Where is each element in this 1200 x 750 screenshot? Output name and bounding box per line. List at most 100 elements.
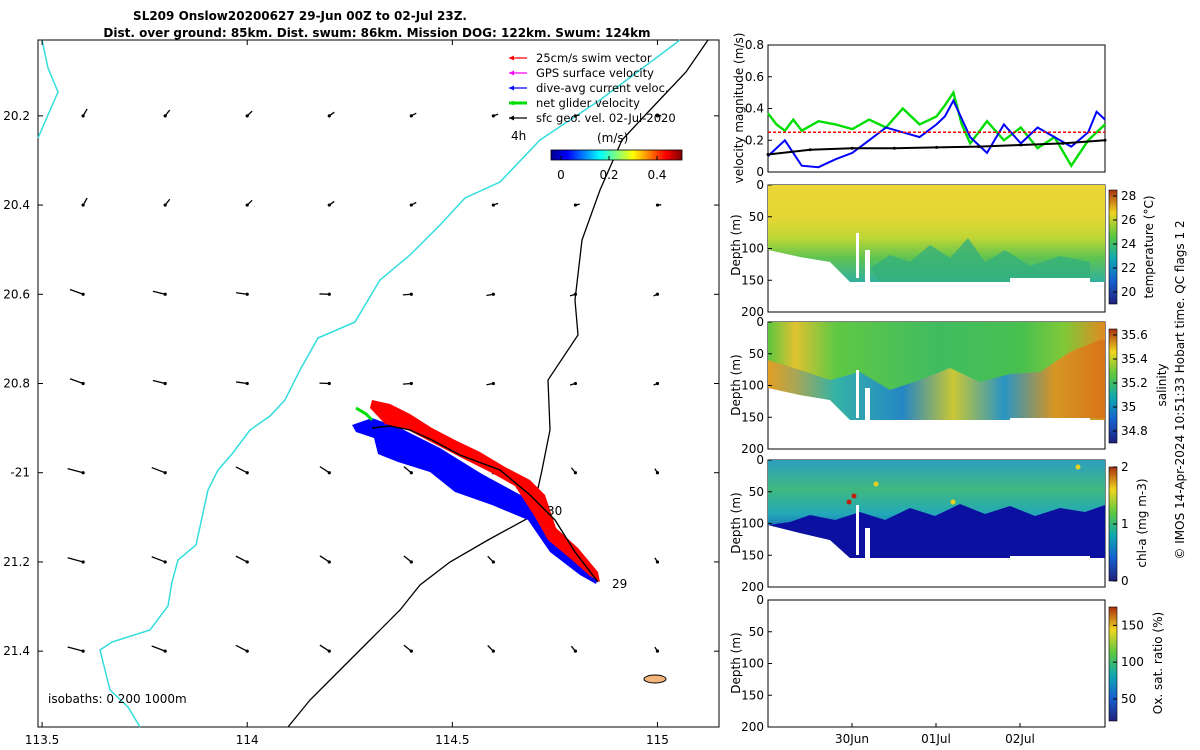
speed-colorbar-ticks: 0 0.2 0.4 bbox=[557, 156, 667, 182]
surface-vector-head bbox=[655, 292, 660, 296]
depth-tick-label: 50 bbox=[749, 485, 764, 499]
map-y-tick-label: 20.6 bbox=[3, 287, 30, 301]
surface-vector-head bbox=[163, 292, 167, 296]
legend-label: GPS surface velocity bbox=[536, 66, 654, 80]
salinity-panel: 0 50 100 150 200 Depth (m) 34.8 35 35.2 35.4 35.… bbox=[729, 315, 1169, 456]
coastline bbox=[37, 39, 59, 139]
surface-vector-head bbox=[245, 381, 249, 386]
depth-tick-label: 0 bbox=[756, 315, 764, 329]
salinity-colorbar-ticks: 34.8 35 35.2 35.4 35.6 bbox=[1113, 328, 1148, 438]
map-panel: 30 29 isobaths: 0 200 1000m 113.5 114 114.… bbox=[3, 39, 720, 747]
surface-vector-arrow bbox=[319, 555, 330, 563]
time-x-axis: 30Jun 01Jul 02Jul bbox=[835, 723, 1035, 746]
salinity-data-gap bbox=[856, 370, 859, 418]
colorbar-tick-label: 24 bbox=[1121, 237, 1136, 251]
colorbar-tick-label: 28 bbox=[1121, 189, 1136, 203]
surface-vector-head bbox=[491, 203, 495, 207]
colorbar-unit: (m/s) bbox=[597, 131, 628, 145]
surface-vector-head bbox=[245, 203, 249, 207]
map-y-tick-label: 20.4 bbox=[3, 198, 30, 212]
map-y-axis: 20.2 20.4 20.6 20.8 -21 21.2 21.4 bbox=[3, 109, 719, 658]
surface-vector-head bbox=[409, 560, 413, 564]
surface-vector-head bbox=[409, 292, 413, 296]
oxygen-y-axis: 0 50 100 150 200 bbox=[741, 593, 772, 734]
chlorophyll-deep-layer bbox=[768, 504, 1105, 558]
temperature-data-gap bbox=[856, 233, 859, 278]
time-tick-label: 30Jun bbox=[835, 732, 869, 746]
depth-tick-label: 150 bbox=[741, 548, 764, 562]
temperature-ylabel: Depth (m) bbox=[729, 214, 743, 275]
chlorophyll-colorbar-ticks: 0 1 2 bbox=[1113, 460, 1129, 588]
colorbar-tick-label: 2 bbox=[1121, 460, 1129, 474]
depth-tick-label: 200 bbox=[741, 442, 764, 456]
colorbar-tick-label: 1 bbox=[1121, 517, 1129, 531]
title-line-1: SL209 Onslow20200627 29-Jun 00Z to 02-Ju… bbox=[133, 9, 467, 23]
depth-tick-label: 100 bbox=[741, 242, 764, 256]
temperature-colorbar-label: temperature (°C) bbox=[1142, 196, 1156, 299]
chlorophyll-data-gap bbox=[856, 505, 859, 555]
surface-vector-head bbox=[409, 114, 413, 118]
colorbar-tick-label: 50 bbox=[1121, 692, 1136, 706]
depth-tick-label: 0 bbox=[756, 453, 764, 467]
chlorophyll-high-spot bbox=[873, 481, 879, 487]
salinity-y-axis: 0 50 100 150 200 bbox=[741, 315, 772, 456]
velocity-point bbox=[1019, 143, 1023, 147]
temperature-colorbar bbox=[1108, 189, 1118, 305]
legend-label: dive-avg current veloc. bbox=[536, 81, 669, 95]
velocity-point bbox=[1061, 141, 1065, 145]
surface-vector-head bbox=[655, 381, 660, 386]
surface-vector-arrow bbox=[235, 555, 248, 563]
depth-tick-label: 100 bbox=[741, 517, 764, 531]
surface-vector-head bbox=[81, 471, 85, 475]
oxygen-colorbar-label: Ox. sat. ratio (%) bbox=[1151, 612, 1165, 714]
isobaths-label: isobaths: 0 200 1000m bbox=[48, 692, 187, 706]
depth-tick-label: 50 bbox=[749, 347, 764, 361]
map-y-tick-label: 21.2 bbox=[3, 555, 30, 569]
surface-vector-arrow bbox=[67, 557, 84, 563]
chlorophyll-high-spot bbox=[1075, 464, 1081, 470]
surface-vector-head bbox=[245, 292, 249, 296]
colorbar-tick-label: 20 bbox=[1121, 285, 1136, 299]
chlorophyll-y-axis: 0 50 100 150 200 bbox=[741, 453, 772, 594]
colorbar-tick-label: 34.8 bbox=[1121, 424, 1148, 438]
velocity-ylabel: velocity magnitude (m/s) bbox=[732, 33, 746, 184]
surface-vector-head bbox=[327, 114, 331, 118]
velocity-point bbox=[1103, 138, 1107, 142]
surface-vector-head bbox=[163, 471, 167, 475]
depth-tick-label: 0 bbox=[756, 593, 764, 607]
track-label-29: 29 bbox=[612, 577, 627, 591]
surface-vector-arrow bbox=[151, 556, 166, 563]
current-vector-patch bbox=[352, 418, 598, 584]
salinity-deep-layer bbox=[768, 340, 1105, 420]
map-x-tick-label: 114.5 bbox=[435, 733, 469, 747]
surface-vector-arrow bbox=[236, 381, 248, 385]
surface-vector-head bbox=[655, 203, 660, 207]
surface-vector-arrow bbox=[67, 467, 84, 474]
legend-swatch-head bbox=[509, 85, 514, 91]
surface-vector-arrow bbox=[236, 292, 248, 295]
chlorophyll-high-spot bbox=[950, 499, 956, 505]
velocity-point bbox=[892, 146, 896, 150]
velocity-point bbox=[977, 145, 981, 149]
surface-vector-head bbox=[327, 292, 331, 296]
colorbar-tick-label: 22 bbox=[1121, 261, 1136, 275]
surface-vector-arrow bbox=[69, 378, 84, 385]
swim-vector-patch bbox=[370, 400, 600, 582]
velocity-series-line bbox=[767, 98, 1106, 169]
title-line-2: Dist. over ground: 85km. Dist. swum: 86k… bbox=[103, 26, 650, 40]
salinity-colorbar bbox=[1108, 328, 1118, 444]
oxygen-axes-box bbox=[767, 599, 1106, 728]
track-label-30: 30 bbox=[547, 504, 562, 518]
legend-swatch-head bbox=[509, 115, 514, 121]
velocity-point bbox=[808, 148, 812, 152]
depth-tick-label: 200 bbox=[741, 580, 764, 594]
surface-vector-arrow bbox=[319, 466, 330, 474]
surface-vector-arrow bbox=[152, 290, 166, 295]
surface-vector-head bbox=[163, 649, 167, 653]
surface-vector-head bbox=[573, 203, 578, 207]
speed-colorbar-tick-label: 0.4 bbox=[647, 168, 666, 182]
map-x-axis: 113.5 114 114.5 115 bbox=[25, 40, 669, 747]
surface-vector-head bbox=[245, 649, 249, 653]
legend-swatch-head bbox=[509, 100, 514, 106]
